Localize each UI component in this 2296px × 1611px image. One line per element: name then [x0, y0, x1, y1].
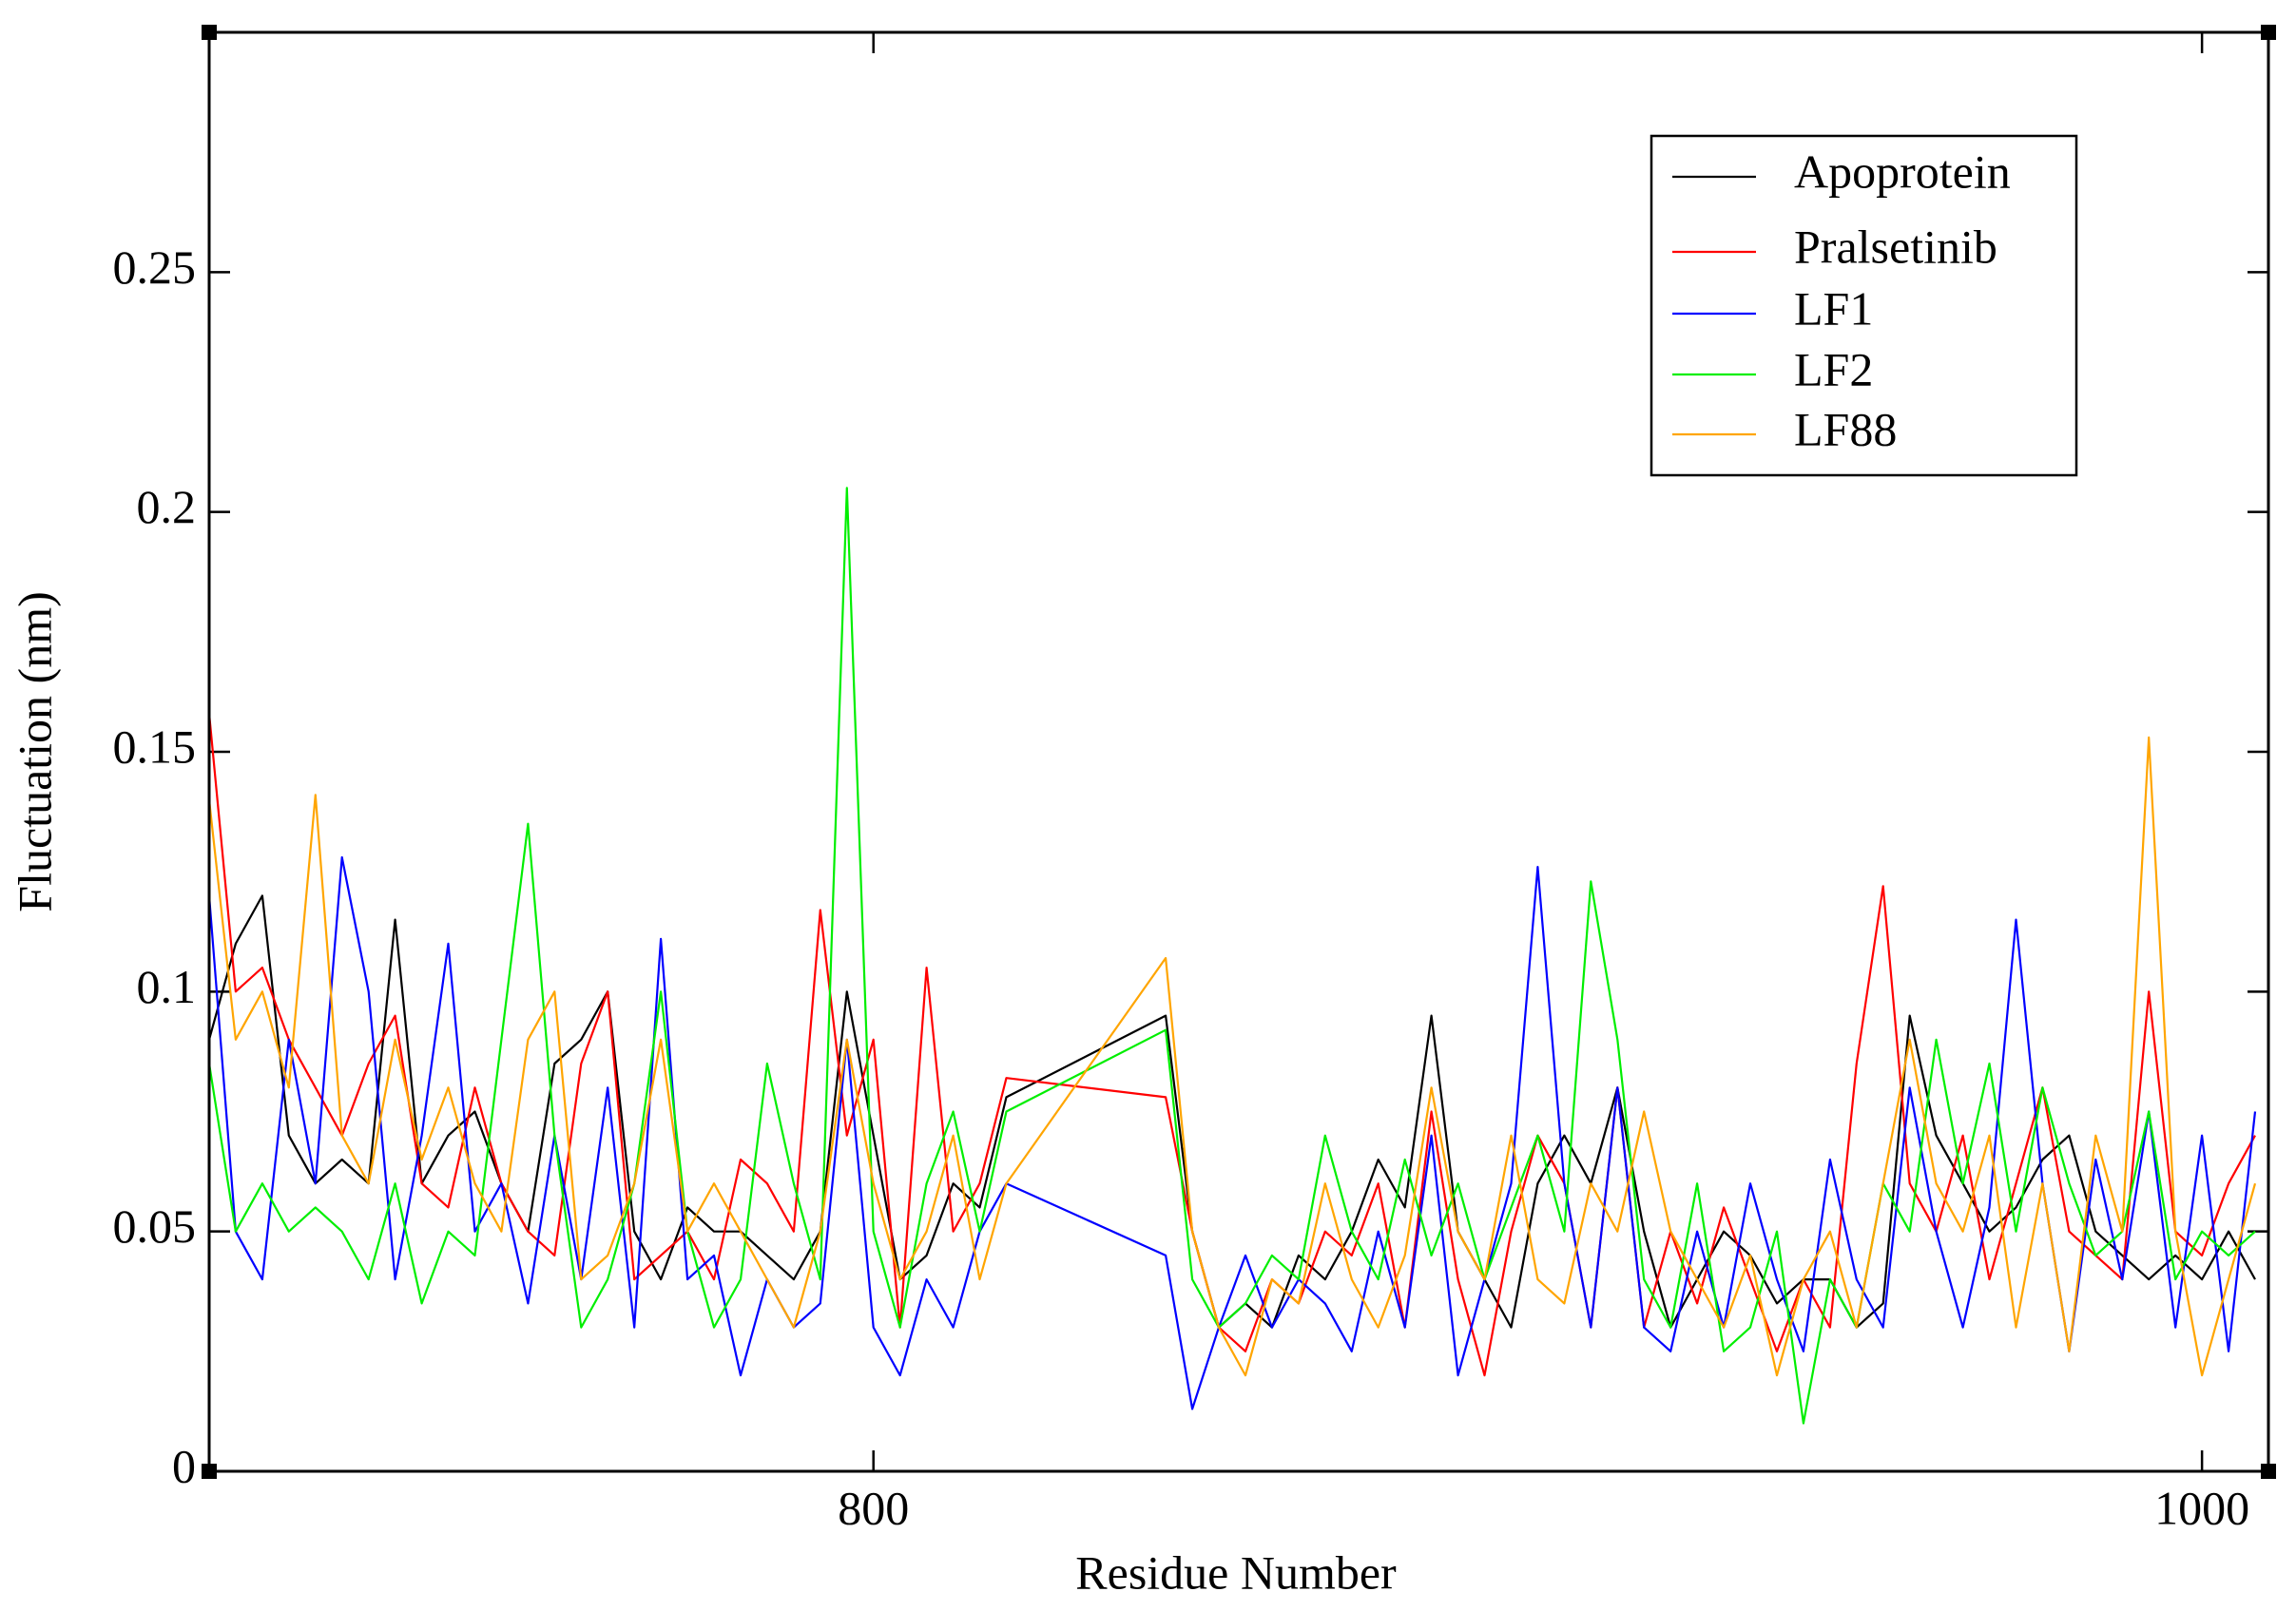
axes-frame — [207, 30, 2270, 1473]
y-tick-label: 0.1 — [137, 960, 197, 1013]
series-line — [207, 487, 2256, 1425]
x-tick-label: 800 — [838, 1481, 909, 1534]
corner-handle — [2261, 25, 2276, 40]
x-axis-label: Residue Number — [1075, 1545, 1397, 1599]
corner-handle — [202, 1464, 217, 1479]
y-tick-label: 0.15 — [113, 719, 197, 773]
y-tick-label: 0.2 — [137, 480, 197, 533]
corner-handle — [202, 25, 217, 40]
legend-label: LF88 — [1794, 402, 1897, 455]
y-tick-label: 0 — [172, 1439, 196, 1492]
series-line — [207, 894, 2256, 1329]
legend-label: LF2 — [1794, 342, 1873, 395]
x-tick-label: 1000 — [2154, 1481, 2249, 1534]
y-axis-label: Fluctuation (nm) — [8, 591, 61, 911]
legend-box — [1650, 134, 2078, 477]
y-tick-label: 0.25 — [113, 240, 197, 294]
corner-handle — [2261, 1464, 2276, 1479]
legend-label: Apoprotein — [1794, 144, 2011, 198]
legend-label: LF1 — [1794, 281, 1873, 335]
y-tick-label: 0.05 — [113, 1199, 197, 1253]
series-line — [207, 736, 2257, 1377]
legend-label: Pralsetinib — [1794, 220, 1997, 273]
